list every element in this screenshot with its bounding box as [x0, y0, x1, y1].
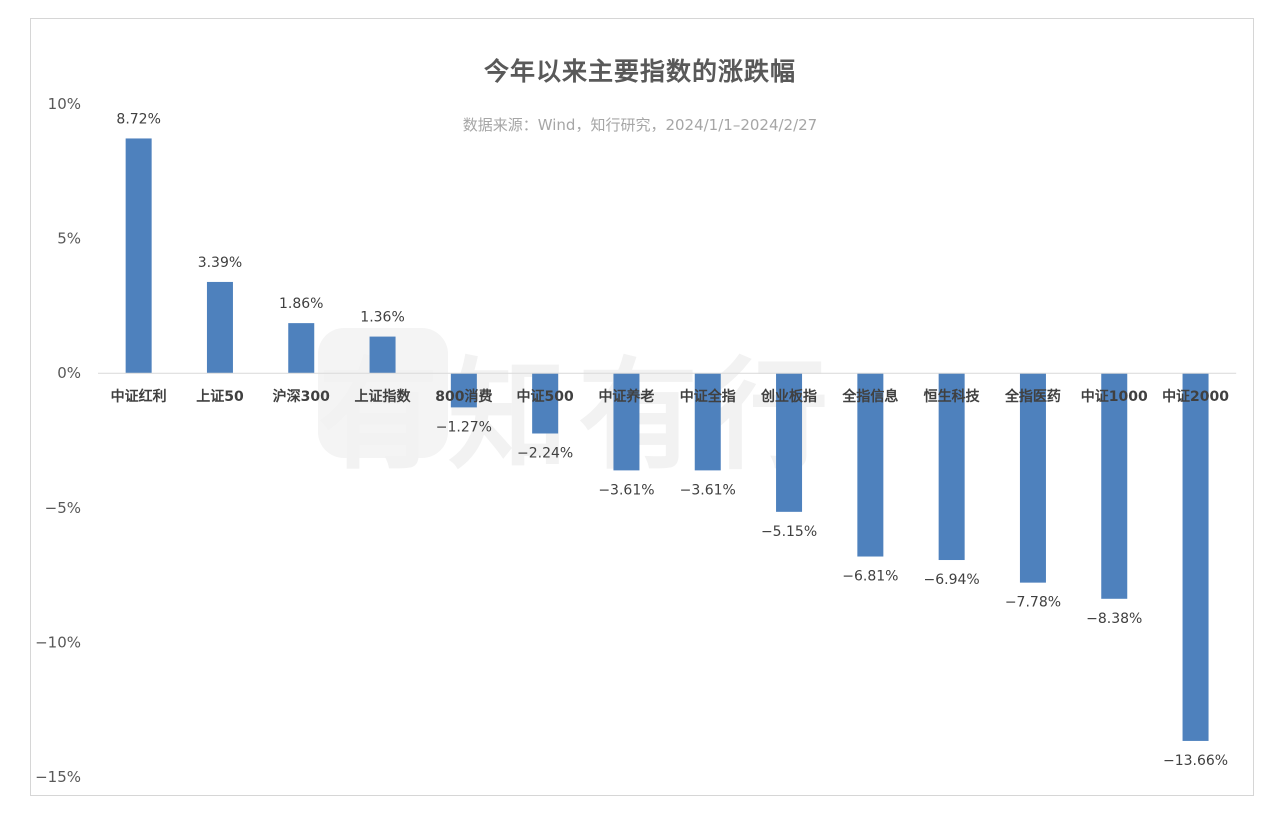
bar — [776, 373, 803, 512]
category-label: 中证红利 — [111, 388, 167, 405]
category-label: 创业板指 — [760, 388, 817, 405]
bar — [938, 373, 965, 561]
chart-subtitle: 数据来源：Wind，知行研究，2024/1/1–2024/2/27 — [462, 116, 818, 134]
data-label: 1.86% — [279, 296, 323, 312]
data-label: −13.66% — [1163, 753, 1228, 769]
category-label: 中证全指 — [680, 388, 736, 405]
data-label: −1.27% — [436, 419, 492, 435]
bar — [369, 336, 396, 374]
bar — [613, 373, 640, 471]
data-label: 8.72% — [116, 111, 160, 127]
data-label: 3.39% — [198, 255, 242, 271]
watermark-text: 有知有行 — [318, 347, 838, 486]
y-tick-label: 0% — [57, 364, 81, 382]
category-label: 全指医药 — [1004, 388, 1061, 405]
y-tick-label: 10% — [48, 95, 81, 113]
bar — [694, 373, 721, 471]
category-label: 中证500 — [517, 388, 574, 405]
category-label: 中证1000 — [1081, 388, 1148, 405]
bar — [125, 138, 152, 374]
bar — [1101, 373, 1128, 599]
data-label: −3.61% — [598, 482, 654, 498]
y-tick-label: −5% — [45, 499, 81, 517]
bar — [532, 373, 559, 434]
category-label: 上证指数 — [355, 388, 412, 405]
bar — [857, 373, 884, 557]
bar — [1019, 373, 1046, 583]
data-label: −2.24% — [517, 446, 573, 462]
category-label: 800消费 — [435, 388, 492, 405]
category-label: 全指信息 — [841, 388, 898, 405]
data-label: −5.15% — [761, 524, 817, 540]
y-tick-label: 5% — [57, 230, 81, 248]
category-label: 恒生科技 — [924, 388, 981, 405]
category-label: 上证50 — [196, 389, 244, 405]
y-tick-label: −10% — [35, 633, 81, 651]
data-label: −6.94% — [924, 572, 980, 588]
category-label: 中证养老 — [598, 388, 654, 405]
data-label: −6.81% — [842, 569, 898, 585]
data-label: −7.78% — [1005, 595, 1061, 611]
bar — [288, 323, 315, 374]
bar — [1182, 373, 1209, 741]
data-label: −8.38% — [1086, 611, 1142, 627]
chart-title: 今年以来主要指数的涨跌幅 — [483, 57, 796, 86]
category-label: 中证2000 — [1162, 388, 1229, 405]
bar — [450, 373, 477, 408]
y-tick-label: −15% — [35, 768, 81, 786]
data-label: 1.36% — [360, 310, 404, 326]
data-label: −3.61% — [680, 482, 736, 498]
chart-frame — [30, 18, 1254, 796]
category-label: 沪深300 — [273, 388, 330, 405]
bar — [206, 281, 233, 374]
